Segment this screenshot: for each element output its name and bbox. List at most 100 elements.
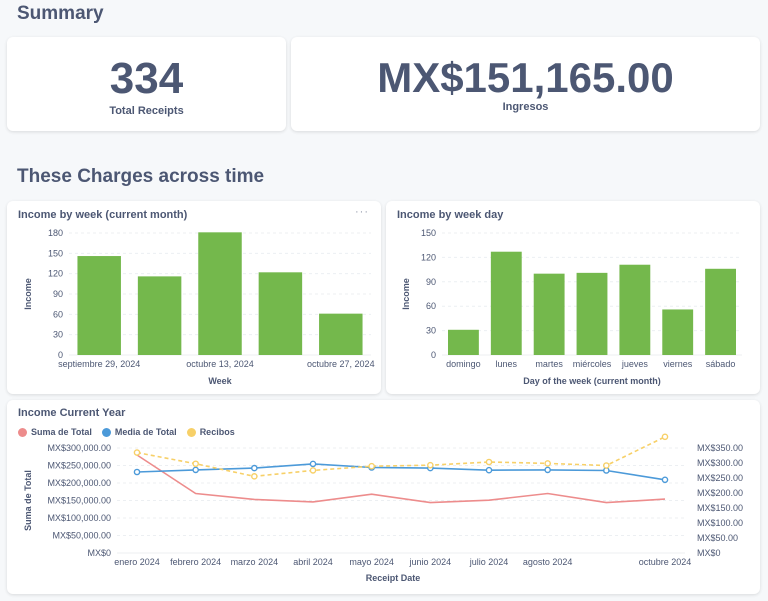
y-tick-label: MX$50,000.00 xyxy=(52,531,111,541)
total-receipts-card[interactable]: 334 Total Receipts xyxy=(7,37,286,131)
series-line xyxy=(136,454,666,504)
y-tick-label: 120 xyxy=(421,252,436,262)
legend-dot-suma xyxy=(18,427,27,437)
legend-label-recibos: Recibos xyxy=(199,427,235,437)
series-point xyxy=(368,462,375,470)
weekly-income-chart: 0 30 60 90 120 150 180 septiembre 29, 2024 octub… xyxy=(23,228,375,386)
summary-title: Summary xyxy=(17,3,104,24)
charges-section-title: These Charges across time xyxy=(17,166,265,187)
y-tick-label: 30 xyxy=(426,326,436,336)
y-tick-label: 30 xyxy=(53,330,63,340)
series-point xyxy=(544,466,551,474)
y-tick-label: MX$200,000.00 xyxy=(47,478,111,488)
y-tick-label: MX$100,000.00 xyxy=(47,513,111,523)
weekly-income-card[interactable]: Income by week (current month) ··· 0 30 60… xyxy=(7,201,381,394)
y-tick-label: 90 xyxy=(426,277,436,287)
y-tick-label: 150 xyxy=(421,228,436,238)
x-tick-label: abril 2024 xyxy=(293,557,333,567)
bar xyxy=(448,329,479,355)
y-tick-label: MX$0 xyxy=(87,548,111,558)
y-tick-label: 60 xyxy=(426,301,436,311)
x-tick-label: martes xyxy=(535,359,563,369)
series-point xyxy=(427,461,434,469)
y2-tick-label: MX$300.00 xyxy=(697,458,743,468)
yearly-legend: Suma de Total Media de Total Recibos xyxy=(18,427,235,437)
bar xyxy=(705,268,736,355)
x-tick-label: jueves xyxy=(621,359,649,369)
x-tick-label: julio 2024 xyxy=(469,557,509,567)
y2-tick-label: MX$350.00 xyxy=(697,443,743,453)
x-axis-title: Week xyxy=(208,376,232,386)
x-tick-label: sábado xyxy=(706,359,736,369)
x-tick-label: agosto 2024 xyxy=(523,557,573,567)
y-axis-title: Suma de Total xyxy=(23,470,33,531)
ingresos-value: MX$151,165.00 xyxy=(377,54,674,101)
y-tick-label: MX$150,000.00 xyxy=(47,496,111,506)
x-tick-label: miércoles xyxy=(573,359,612,369)
ingresos-card[interactable]: MX$151,165.00 Ingresos xyxy=(291,37,760,131)
y-tick-label: 0 xyxy=(58,350,63,360)
y2-tick-label: MX$250.00 xyxy=(697,473,743,483)
y-tick-label: 0 xyxy=(431,350,436,360)
weekday-income-card[interactable]: Income by week day 0 30 60 90 120 150 domingo l… xyxy=(386,201,760,394)
series-point xyxy=(133,449,141,456)
x-tick-label: viernes xyxy=(663,359,693,369)
x-tick-label: junio 2024 xyxy=(409,557,452,567)
yearly-income-card[interactable]: Income Current Year Suma de Total Media … xyxy=(7,400,760,594)
bar xyxy=(662,309,694,355)
x-tick-label: febrero 2024 xyxy=(170,557,221,567)
series-line xyxy=(136,463,666,481)
bar xyxy=(576,272,608,355)
legend-dot-media xyxy=(101,427,111,437)
y-tick-label: MX$250,000.00 xyxy=(47,461,111,471)
legend-label-media: Media de Total xyxy=(114,427,177,437)
y2-tick-label: MX$0 xyxy=(697,548,721,558)
x-tick-label: enero 2024 xyxy=(114,557,160,567)
yearly-income-chart: MX$0 MX$50,000.00 MX$100,000.00 MX$150,000.… xyxy=(23,433,743,583)
series-point xyxy=(661,433,669,441)
x-tick-label: lunes xyxy=(496,359,518,369)
x-tick-label: mayo 2024 xyxy=(349,557,394,567)
bar xyxy=(490,251,522,355)
x-axis-title: Day of the week (current month) xyxy=(523,376,661,386)
bar xyxy=(258,272,303,355)
series-point xyxy=(603,462,610,469)
series-point xyxy=(544,460,551,467)
weekly-income-title[interactable]: Income by week (current month) xyxy=(18,209,188,221)
x-tick-label: octubre 2024 xyxy=(639,557,692,567)
series-point xyxy=(309,467,317,474)
y-tick-label: 60 xyxy=(53,309,63,319)
series-point xyxy=(309,460,317,468)
yearly-income-title[interactable]: Income Current Year xyxy=(18,407,126,419)
y-tick-label: 120 xyxy=(48,269,63,279)
legend-dot-recibos xyxy=(186,427,196,437)
x-tick-label: octubre 27, 2024 xyxy=(307,359,375,369)
legend-item-media[interactable]: Media de Total xyxy=(101,427,177,437)
series-point xyxy=(251,473,258,480)
y-tick-label: 90 xyxy=(53,289,63,299)
legend-item-recibos[interactable]: Recibos xyxy=(186,427,235,437)
series-point xyxy=(661,476,669,484)
y2-tick-label: MX$100.00 xyxy=(697,518,743,528)
bar xyxy=(533,273,565,355)
total-receipts-label: Total Receipts xyxy=(109,105,184,117)
y-tick-label: MX$300,000.00 xyxy=(47,443,111,453)
y-axis-title: Income xyxy=(23,278,33,310)
y2-tick-label: MX$200.00 xyxy=(697,488,743,498)
series-line xyxy=(136,436,666,478)
y2-tick-label: MX$150.00 xyxy=(697,503,743,513)
more-options-icon[interactable]: ··· xyxy=(355,206,369,218)
bar xyxy=(619,264,651,355)
x-tick-label: septiembre 29, 2024 xyxy=(58,359,140,369)
bar xyxy=(198,232,242,355)
weekday-income-chart: 0 30 60 90 120 150 domingo lunes martes miércoles… xyxy=(401,228,742,386)
y-tick-label: 180 xyxy=(48,228,63,238)
bar xyxy=(319,313,363,355)
series-point xyxy=(192,466,199,474)
bar xyxy=(77,256,121,355)
series-point xyxy=(485,458,493,466)
x-tick-label: marzo 2024 xyxy=(231,557,279,567)
legend-item-suma[interactable]: Suma de Total xyxy=(18,427,92,437)
weekday-income-title[interactable]: Income by week day xyxy=(397,209,504,221)
x-tick-label: octubre 13, 2024 xyxy=(186,359,254,369)
